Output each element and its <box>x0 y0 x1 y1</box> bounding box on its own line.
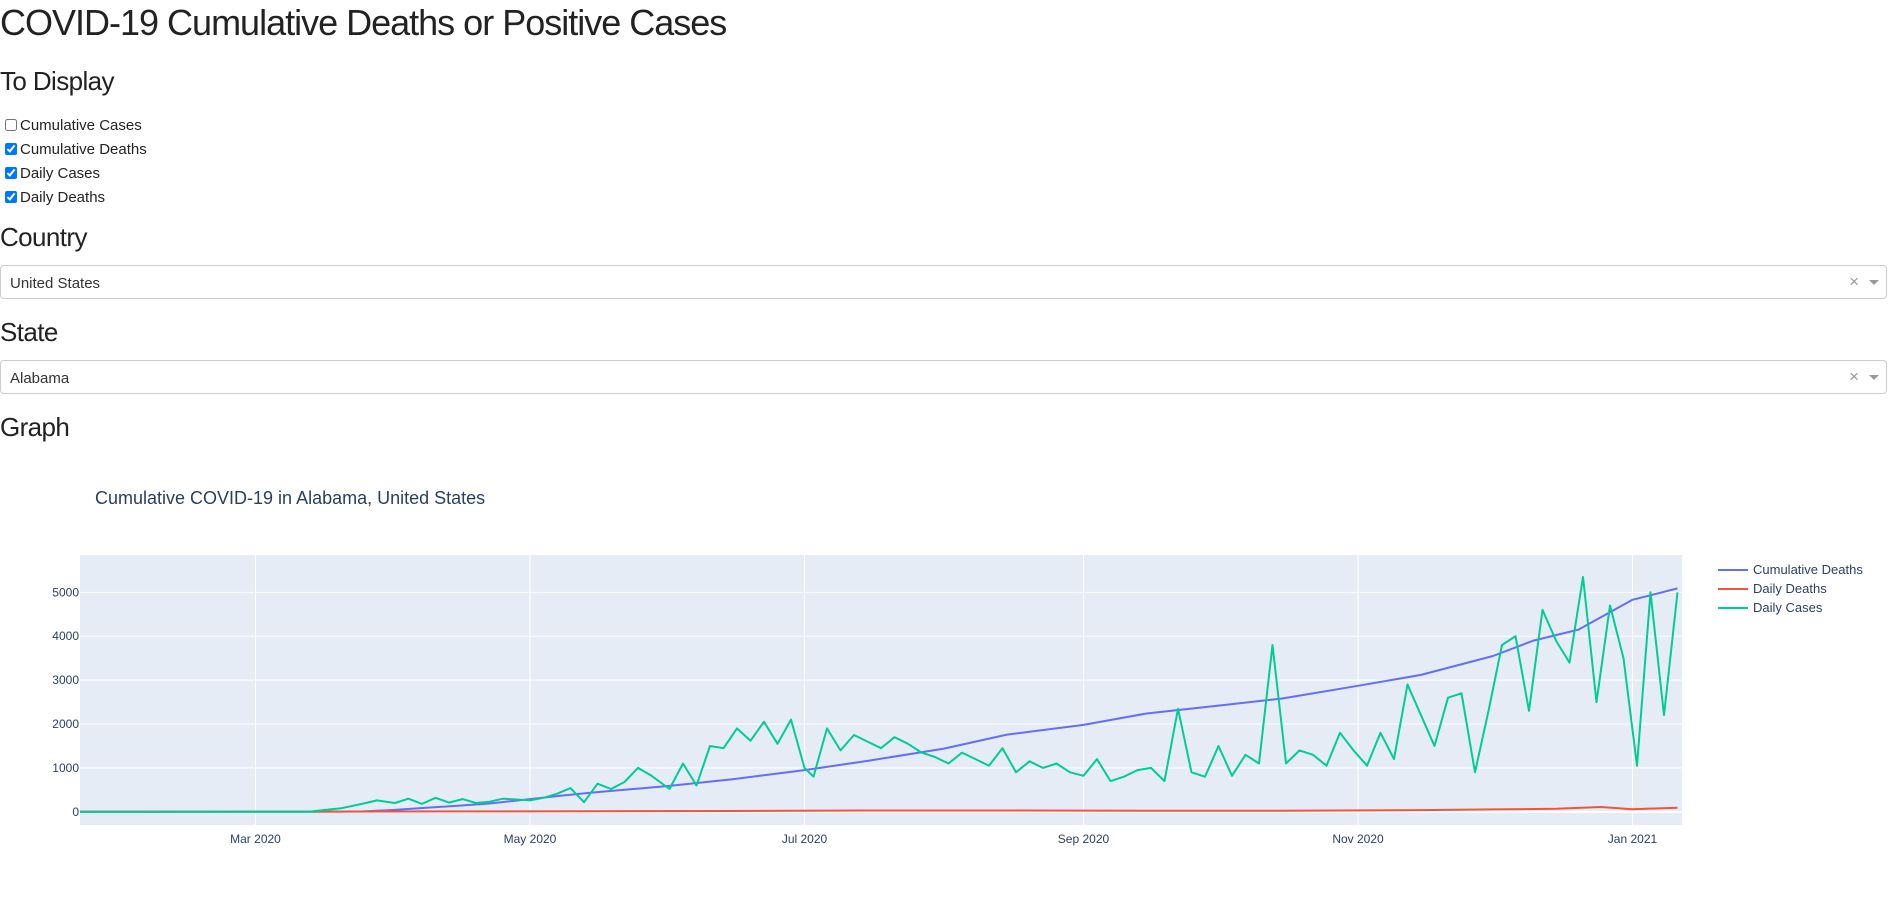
x-tick-label: Nov 2020 <box>1332 832 1384 846</box>
x-tick-label: May 2020 <box>504 832 557 846</box>
line-chart: Cumulative COVID-19 in Alabama, United S… <box>52 488 1863 846</box>
checkbox-label: Cumulative Cases <box>20 116 142 134</box>
chevron-down-icon[interactable] <box>1869 280 1879 285</box>
state-heading: State <box>0 317 58 347</box>
state-dropdown[interactable]: Alabama × <box>0 360 1887 394</box>
checkbox-cumulative-cases[interactable]: Cumulative Cases <box>4 113 147 137</box>
y-tick-label: 0 <box>72 805 79 819</box>
series-line-daily-cases <box>79 576 1679 813</box>
y-tick-label: 1000 <box>52 761 79 775</box>
checkbox-label: Cumulative Deaths <box>20 140 147 158</box>
y-tick-label: 2000 <box>52 717 79 731</box>
legend-label: Daily Cases <box>1753 600 1823 615</box>
display-checklist: Cumulative Cases Cumulative Deaths Daily… <box>4 113 147 209</box>
x-tick-label: Sep 2020 <box>1058 832 1110 846</box>
chart-title: Cumulative COVID-19 in Alabama, United S… <box>95 488 485 508</box>
checkbox-label: Daily Deaths <box>20 188 106 206</box>
display-heading: To Display <box>0 66 115 96</box>
state-dropdown-value: Alabama <box>10 370 70 387</box>
country-dropdown[interactable]: United States × <box>0 265 1887 299</box>
cumulative-cases-checkbox[interactable] <box>5 119 17 131</box>
x-tick-label: Mar 2020 <box>230 832 281 846</box>
legend-label: Daily Deaths <box>1753 581 1827 596</box>
y-tick-label: 3000 <box>52 673 79 687</box>
clear-icon[interactable]: × <box>1849 367 1859 386</box>
checkbox-label: Daily Cases <box>20 164 101 182</box>
country-heading: Country <box>0 222 87 252</box>
series-line-cumulative-deaths <box>80 587 1678 813</box>
daily-cases-checkbox[interactable] <box>5 167 17 179</box>
checkbox-daily-deaths[interactable]: Daily Deaths <box>4 185 147 209</box>
x-tick-label: Jan 2021 <box>1608 832 1658 846</box>
series-line-daily-deaths <box>79 806 1678 813</box>
y-tick-label: 5000 <box>52 585 79 599</box>
checkbox-daily-cases[interactable]: Daily Cases <box>4 161 147 185</box>
cumulative-deaths-checkbox[interactable] <box>5 143 17 155</box>
graph-heading: Graph <box>0 412 70 442</box>
y-tick-label: 4000 <box>52 629 79 643</box>
country-dropdown-value: United States <box>10 275 101 292</box>
clear-icon[interactable]: × <box>1849 272 1859 291</box>
page-title: COVID-19 Cumulative Deaths or Positive C… <box>0 2 727 43</box>
legend-label: Cumulative Deaths <box>1753 562 1863 577</box>
chevron-down-icon[interactable] <box>1869 375 1879 380</box>
daily-deaths-checkbox[interactable] <box>5 191 17 203</box>
x-tick-label: Jul 2020 <box>782 832 828 846</box>
plot-area <box>80 555 1682 825</box>
checkbox-cumulative-deaths[interactable]: Cumulative Deaths <box>4 137 147 161</box>
